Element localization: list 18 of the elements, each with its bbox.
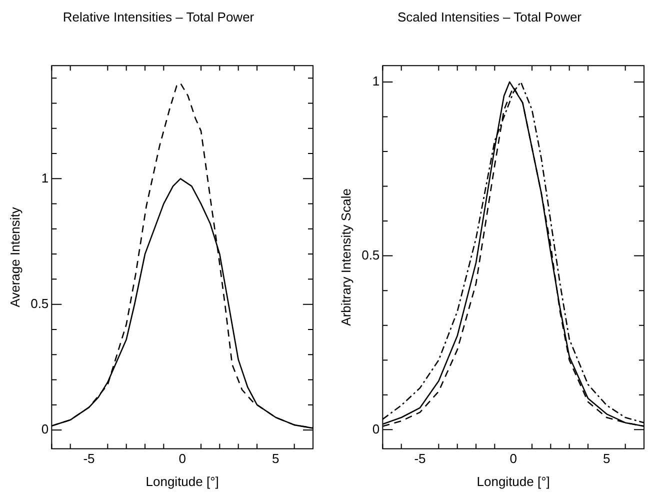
y-tick-label: 0.5	[362, 247, 380, 262]
y-axis-title: Average Intensity	[7, 206, 22, 308]
y-tick-label: 0	[41, 422, 49, 437]
x-tick-label: 0	[178, 451, 186, 466]
x-tick-label: 5	[603, 451, 610, 466]
x-axis-title: Longitude [°]	[476, 474, 550, 489]
x-tick-label: 0	[510, 451, 517, 466]
y-tick-label: 1	[41, 170, 49, 186]
x-tick-label: -5	[83, 451, 95, 466]
x-tick-label: 5	[272, 451, 280, 466]
x-axis-title: Longitude [°]	[146, 474, 219, 489]
y-axis-title: Arbitrary Intensity Scale	[338, 188, 354, 326]
x-tick-label: -5	[414, 451, 426, 466]
y-tick-label: 0.5	[30, 296, 49, 311]
y-tick-label: 1	[372, 74, 380, 89]
chart-title: Scaled Intensities – Total Power	[397, 9, 582, 24]
chart-title: Relative Intensities – Total Power	[62, 9, 255, 24]
y-tick-label: 0	[372, 421, 380, 436]
